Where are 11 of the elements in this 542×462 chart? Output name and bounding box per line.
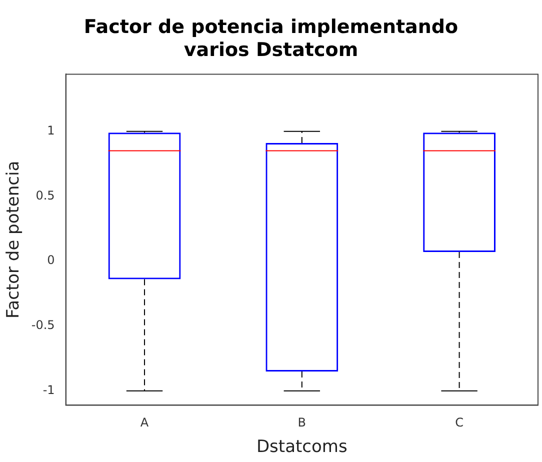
y-tick-label: 1: [47, 123, 55, 138]
y-tick-label: 0.5: [36, 188, 55, 202]
y-tick-label: -1: [42, 383, 55, 398]
chart-title: Factor de potencia implementando varios Dstatcom: [82, 16, 460, 63]
y-axis-title: Factor de potencia: [4, 160, 24, 319]
x-tick-label: B: [298, 416, 306, 430]
y-tick-label: -0.5: [31, 318, 55, 332]
x-axis-title: Dstatcoms: [256, 437, 348, 458]
y-tick-label: 0: [47, 253, 55, 268]
x-tick-label: C: [455, 416, 464, 430]
x-tick-label: A: [140, 416, 150, 430]
